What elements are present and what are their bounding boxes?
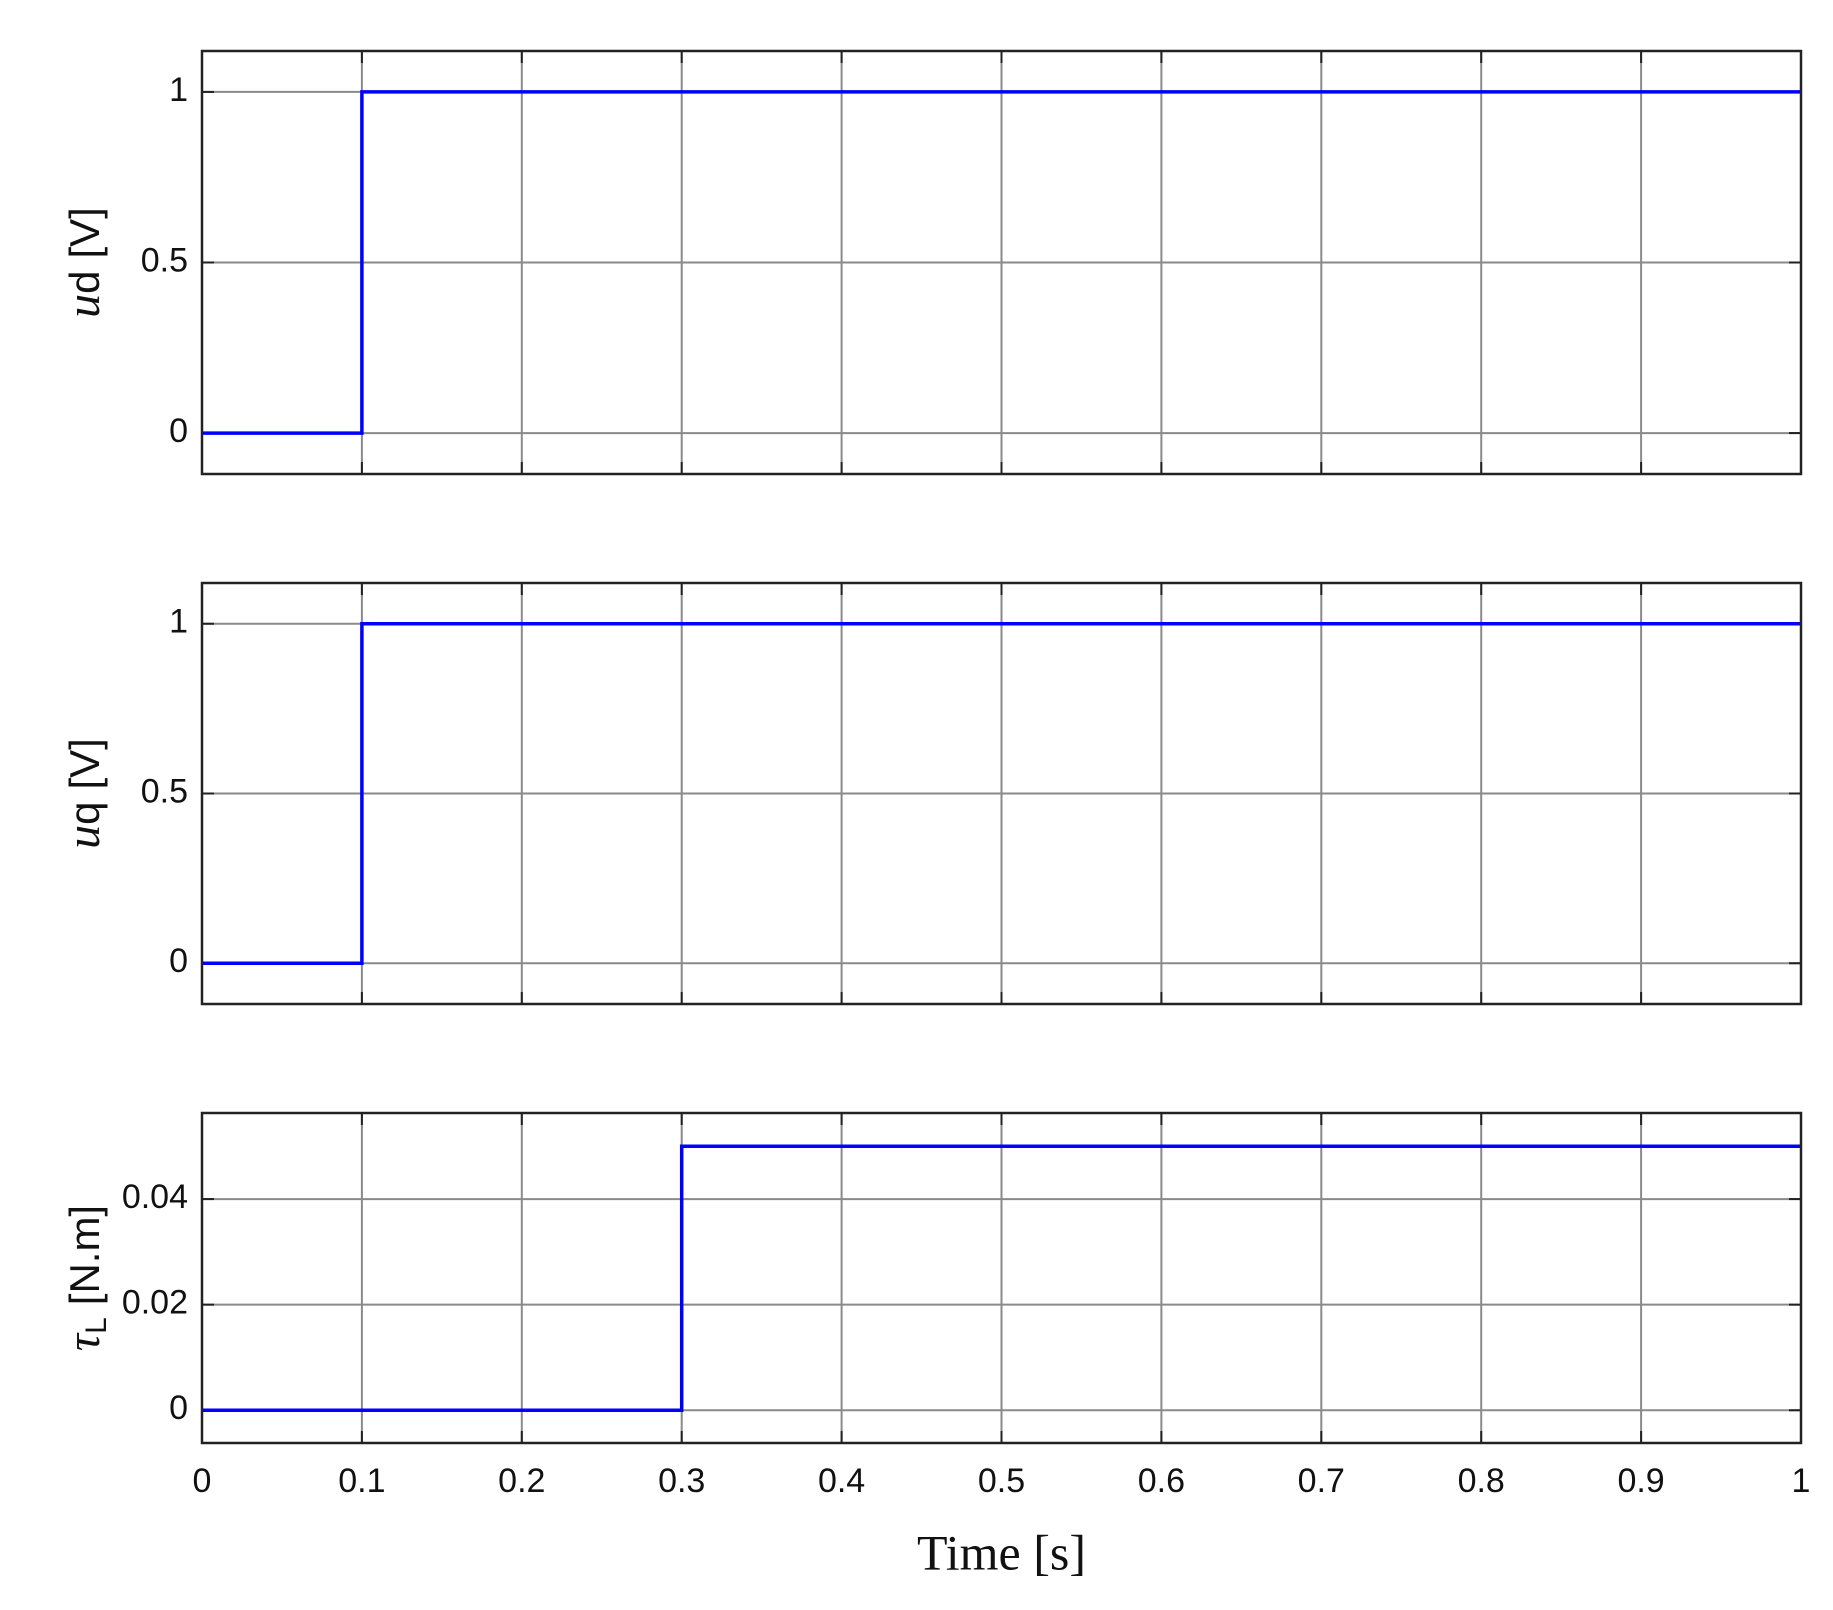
x-tick-label: 0.2 [498,1462,545,1500]
y-tick-label: 0.02 [122,1284,188,1322]
x-tick-label: 0.7 [1298,1462,1345,1500]
y-axis-label: τL [N.m] [57,1205,113,1351]
y-label-unit: [V] [61,207,108,258]
x-tick-label: 0 [193,1462,212,1500]
y-tick-label: 1 [169,71,188,109]
data-line [202,90,1801,435]
y-label-symbol: u [57,825,110,849]
x-tick-label: 0.3 [658,1462,705,1500]
data-line [202,621,1801,966]
x-tick-label: 0.9 [1617,1462,1664,1500]
y-tick-label: 0 [169,942,188,980]
y-label-unit: [N.m] [61,1205,108,1305]
y-tick-label: 0 [169,1389,188,1427]
y-tick-label: 0.5 [141,772,188,810]
y-axis-label: uq [V] [57,738,110,849]
y-label-subscript: L [80,1317,113,1334]
x-tick-label: 1 [1792,1462,1811,1500]
y-label-unit: [V] [61,738,108,789]
x-tick-label: 0.8 [1458,1462,1505,1500]
y-tick-label: 0.5 [141,241,188,279]
y-axis-label: ud [V] [57,207,110,318]
y-label-subscript: d [61,271,108,294]
y-tick-label: 0.04 [122,1178,188,1216]
y-tick-label: 0 [169,412,188,450]
y-label-symbol: τ [57,1332,110,1351]
axes-frame [200,49,1803,476]
x-axis-label: Time [s] [917,1524,1086,1580]
y-label-symbol: u [57,294,110,318]
x-tick-label: 0.1 [338,1462,385,1500]
x-tick-label: 0.4 [818,1462,865,1500]
axes-frame [200,1111,1803,1445]
y-tick-label: 1 [169,603,188,641]
data-line [202,1144,1801,1413]
y-label-subscript: q [61,802,108,825]
x-tick-label: 0.5 [978,1462,1025,1500]
x-tick-label: 0.6 [1138,1462,1185,1500]
axes-frame [200,581,1803,1006]
